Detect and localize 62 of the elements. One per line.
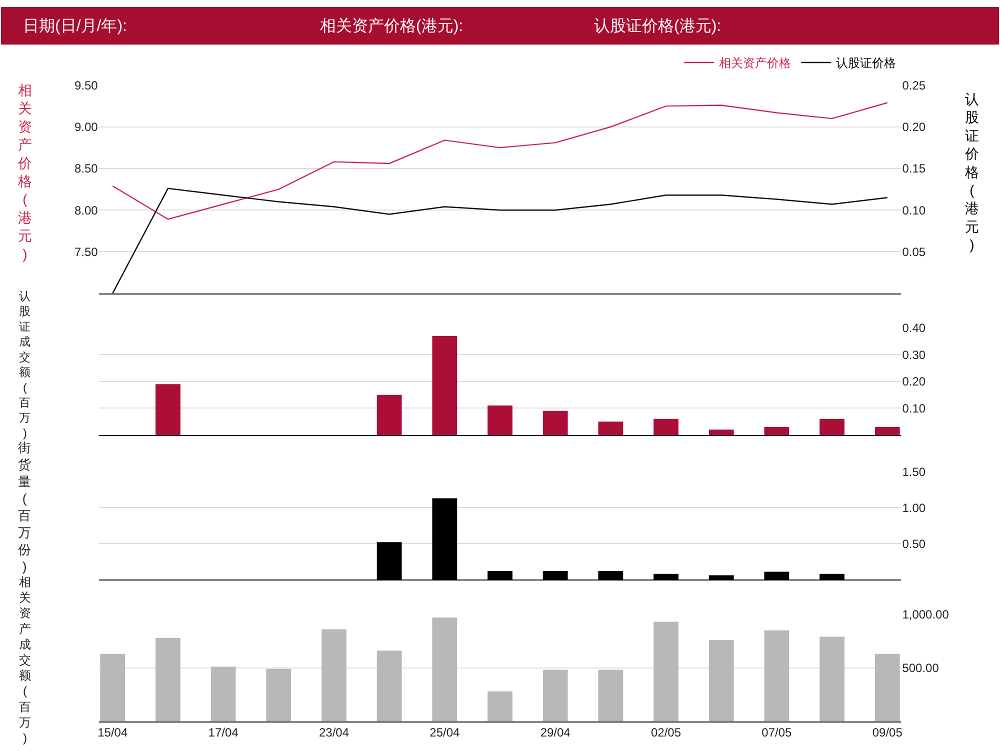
y-axis-title: 街货量(百万份) [18,440,31,574]
bar [654,418,678,435]
x-tick-label: 09/05 [872,726,903,740]
bar [156,384,180,435]
text: 认股证价格(港元): [594,17,722,35]
legend-label: 相关资产价格 [719,56,792,70]
y-tick-label: 0.40 [902,321,926,336]
x-tick-label: 17/04 [208,726,239,740]
y2-tick-label: 0.15 [902,162,926,176]
bar [376,650,402,722]
y-tick-label: 1.00 [902,500,926,515]
text: 日期(日/月/年): [23,17,127,35]
bar [488,406,512,435]
bar [598,422,624,435]
text: 相关资产成交额(百万) [19,575,31,745]
bar [376,394,402,435]
y-tick-label: 0.10 [902,401,926,416]
y-tick-label: 0.50 [902,536,926,551]
bar [266,668,292,722]
x-tick-label: 02/05 [651,726,682,740]
y-tick-label: 8.50 [74,162,98,176]
y-tick-label: 1.50 [902,464,926,479]
bar [654,622,678,722]
x-tick-label: 07/05 [762,726,792,740]
bar [764,426,790,435]
y-tick-label: 500.00 [902,660,940,675]
y-tick-label: 7.50 [74,244,98,259]
bar [488,691,512,722]
bar [432,617,458,722]
bar [874,426,900,435]
x-tick-label: 25/04 [430,726,460,740]
x-tick-label: 23/04 [318,726,350,740]
legend-label: 认股证价格 [836,56,896,70]
bar [432,336,458,435]
y2-tick-label: 0.25 [902,78,926,92]
y-tick-label: 0.20 [902,374,926,389]
text: 相关资产价格(港元) [18,82,32,262]
bar [764,630,790,722]
bar [542,670,568,722]
y2-tick-label: 0.05 [902,244,926,259]
bar [322,629,346,722]
bar [820,636,844,722]
y-tick-label: 9.00 [74,120,98,134]
bar [100,654,126,722]
text: 认股证成交额(百万) [19,290,31,440]
bar [874,654,900,722]
bar [598,670,624,722]
text: 相关资产价格(港元): [320,17,464,35]
bar [708,640,734,722]
x-tick-label: 15/04 [98,726,128,740]
bar [708,430,734,435]
y-tick-label: 1,000.00 [902,607,950,622]
y-tick-label: 9.50 [74,78,98,92]
bar [542,410,568,435]
y-tick-label: 8.00 [74,203,98,218]
x-tick-label: 29/04 [540,726,571,740]
bar [210,666,236,722]
y-tick-label: 0.30 [902,348,926,362]
bar [820,418,844,435]
line-series [112,102,888,220]
text: 认股证价格(港元) [965,91,979,253]
bar [156,638,180,722]
